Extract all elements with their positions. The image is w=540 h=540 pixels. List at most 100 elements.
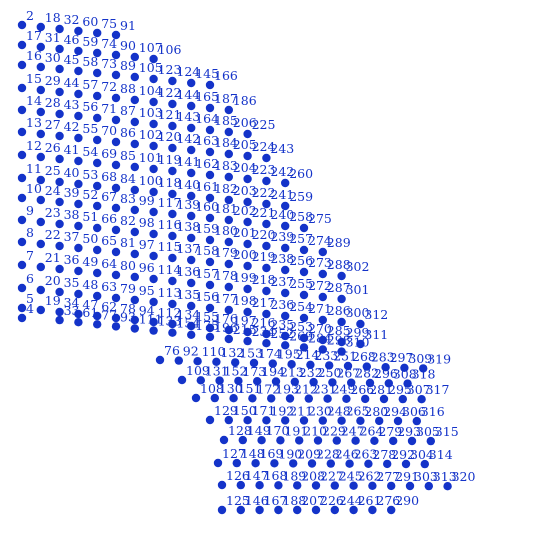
node-label: 133: [158, 314, 182, 329]
node-dot: [187, 211, 196, 221]
node-label: 58: [82, 54, 98, 69]
node-label: 203: [233, 183, 257, 198]
mesh-node: 303: [405, 469, 438, 491]
node-label: 14: [26, 93, 42, 108]
node-dot: [36, 129, 45, 139]
node-dot: [224, 105, 233, 115]
node-label: 37: [64, 229, 80, 244]
mesh-node: 124: [168, 64, 200, 86]
node-label: 170: [266, 423, 290, 438]
node-label: 160: [195, 199, 219, 214]
node-label: 63: [101, 279, 117, 294]
mesh-node: 230: [299, 404, 332, 425]
mesh-node: 252: [262, 326, 294, 348]
mesh-node: 285: [318, 323, 351, 345]
node-dot: [130, 72, 139, 82]
node-dot: [205, 332, 215, 342]
node-label: 192: [270, 403, 294, 418]
mesh-node: 71: [93, 101, 117, 123]
node-label: 23: [45, 205, 61, 220]
node-dot: [111, 203, 121, 213]
mesh-node: 309: [400, 351, 432, 372]
node-label: 178: [214, 268, 238, 283]
mesh-node: 72: [93, 79, 117, 101]
node-label: 142: [176, 131, 200, 146]
node-dot: [224, 305, 233, 315]
node-dot: [224, 215, 233, 225]
mesh-node: 132: [212, 345, 244, 366]
mesh-node: 76: [155, 343, 180, 365]
mesh-node: 226: [311, 493, 344, 515]
node-dot: [205, 280, 215, 290]
node-label: 87: [120, 103, 136, 118]
mesh-node: 134: [168, 307, 200, 329]
mesh-node: 106: [149, 42, 182, 64]
mesh-node: 87: [111, 103, 136, 125]
mesh-node: 48: [74, 277, 98, 299]
mesh-node: 140: [168, 177, 200, 199]
mesh-node: 17: [17, 28, 42, 50]
node-label: 264: [360, 424, 384, 439]
node-dot: [111, 115, 121, 125]
mesh-node: 220: [243, 227, 276, 249]
node-label: 303: [414, 469, 438, 484]
mesh-node: 145: [187, 66, 219, 88]
node-label: 162: [195, 156, 219, 171]
mesh-node: 55: [74, 121, 98, 143]
node-dot: [93, 181, 102, 191]
node-dot: [36, 107, 45, 117]
node-dot: [111, 313, 121, 323]
mesh-node: 184: [205, 135, 238, 157]
mesh-node: 163: [187, 133, 219, 155]
mesh-node: 151: [229, 381, 261, 403]
node-label: 110: [202, 344, 226, 359]
node-dot: [251, 459, 260, 468]
node-dot: [93, 320, 102, 329]
node-label: 280: [364, 404, 388, 419]
node-label: 88: [120, 81, 136, 96]
node-dot: [36, 305, 45, 315]
node-dot: [168, 319, 177, 329]
mesh-node: 155: [187, 309, 219, 331]
node-dot: [205, 193, 215, 203]
mesh-node: 269: [281, 328, 313, 350]
mesh-node: 125: [217, 493, 250, 515]
node-label: 51: [82, 209, 98, 224]
node-dot: [262, 339, 271, 348]
node-label: 47: [82, 297, 98, 312]
mesh-node: 119: [149, 152, 182, 174]
node-dot: [387, 481, 396, 491]
mesh-node: 2: [17, 8, 34, 30]
mesh-node: 33: [55, 303, 80, 325]
node-label: 205: [233, 137, 257, 152]
node-dot: [243, 197, 252, 207]
node-dot: [285, 394, 295, 403]
mesh-node: 50: [74, 231, 98, 253]
node-dot: [168, 166, 177, 176]
mesh-node: 77: [93, 307, 117, 329]
node-label: 21: [45, 250, 61, 265]
node-label: 68: [101, 169, 117, 184]
mesh-node: 19: [36, 293, 61, 315]
mesh-node: 5: [17, 291, 34, 313]
mesh-node: 15: [17, 71, 42, 93]
node-dot: [243, 129, 252, 139]
node-dot: [93, 48, 102, 58]
node-dot: [74, 309, 83, 319]
mesh-node: 29: [36, 73, 61, 95]
node-dot: [217, 480, 227, 490]
mesh-node: 14: [17, 93, 42, 115]
mesh-node: 206: [224, 115, 257, 137]
node-dot: [424, 481, 433, 491]
node-dot: [299, 267, 309, 277]
node-label: 305: [416, 424, 440, 439]
mesh-node: 105: [130, 60, 163, 82]
node-label: 261: [358, 493, 382, 508]
mesh-node: 185: [205, 113, 238, 135]
node-dot: [205, 80, 215, 90]
mesh-node: 84: [111, 171, 136, 193]
mesh-node: 104: [130, 83, 163, 105]
node-dot: [55, 241, 64, 251]
mesh-node: 218: [243, 272, 276, 294]
mesh-node: 79: [111, 281, 136, 303]
